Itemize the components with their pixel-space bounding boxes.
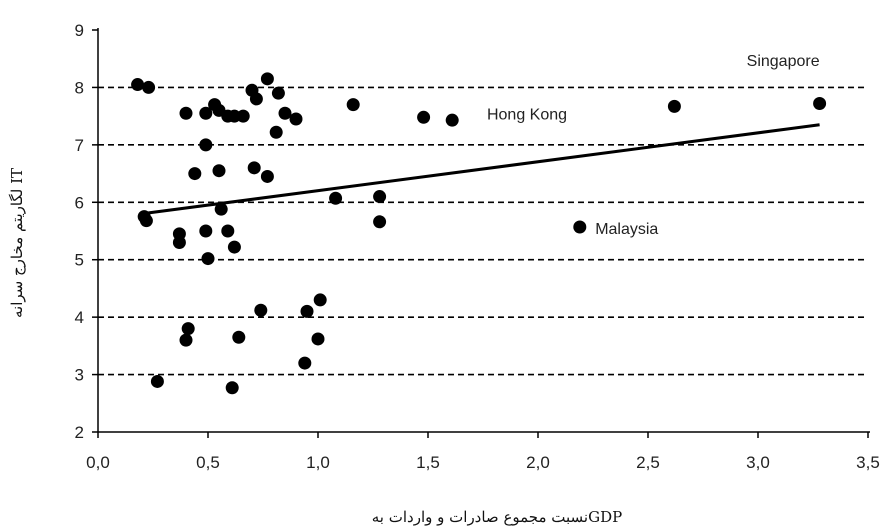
x-tick-label: 0,5 <box>196 453 220 472</box>
y-tick-label: 4 <box>75 308 84 327</box>
x-tick-label: 1,0 <box>306 453 330 472</box>
data-point <box>232 330 246 344</box>
data-point <box>249 92 263 106</box>
data-point <box>260 169 274 183</box>
x-axis-title: نسبت مجموع صادرات و واردات بهGDP <box>372 508 622 526</box>
y-tick-labels: 2 3 4 5 6 7 8 9 <box>75 21 84 442</box>
grid-lines <box>98 86 868 376</box>
x-tick-label: 3,0 <box>746 453 770 472</box>
x-tick-label: 2,5 <box>636 453 660 472</box>
data-point <box>221 224 235 238</box>
data-point <box>313 293 327 307</box>
data-point <box>278 106 292 120</box>
data-point <box>199 106 213 120</box>
data-point <box>172 235 186 249</box>
data-point <box>329 191 343 205</box>
data-point <box>667 99 681 113</box>
data-point <box>188 167 202 181</box>
data-point <box>131 78 145 92</box>
data-point <box>199 138 213 152</box>
y-tick-label: 2 <box>75 423 84 442</box>
data-point <box>150 374 164 388</box>
annotation-label: Singapore <box>747 53 820 70</box>
y-tick-label: 6 <box>75 193 84 212</box>
data-point <box>212 164 226 178</box>
data-point <box>181 322 195 336</box>
x-tick-label: 2,0 <box>526 453 550 472</box>
data-point <box>225 381 239 395</box>
data-point <box>298 356 312 370</box>
data-point <box>813 97 827 111</box>
x-tick-label: 3,5 <box>856 453 880 472</box>
data-point <box>417 110 431 124</box>
data-point <box>573 220 587 234</box>
data-point <box>373 190 387 204</box>
x-tick-labels: 0,0 0,5 1,0 1,5 2,0 2,5 3,0 3,5 <box>86 453 880 472</box>
y-tick-label: 5 <box>75 251 84 270</box>
y-tick-label: 8 <box>75 78 84 97</box>
data-point <box>311 332 325 346</box>
annotations: Singapore Hong Kong Malaysia <box>487 53 820 238</box>
y-axis-title: لگاریتم مخارج سرانه IT <box>8 168 26 318</box>
data-point <box>236 109 250 123</box>
data-point <box>201 252 215 266</box>
data-point <box>373 215 387 229</box>
data-point <box>179 106 193 120</box>
data-point <box>271 86 285 100</box>
data-point <box>445 113 459 127</box>
data-point <box>300 304 314 318</box>
annotation-label: Hong Kong <box>487 106 567 123</box>
data-points <box>131 72 827 395</box>
data-point <box>199 224 213 238</box>
y-tick-label: 9 <box>75 21 84 40</box>
data-point <box>179 333 193 347</box>
data-point <box>260 72 274 86</box>
y-tick-label: 3 <box>75 366 84 385</box>
data-point <box>227 240 241 254</box>
annotation-label: Malaysia <box>595 221 658 238</box>
data-point <box>139 214 153 228</box>
axis-ticks <box>92 29 869 438</box>
trend-line <box>141 123 820 216</box>
data-point <box>289 112 303 126</box>
data-point <box>142 80 156 94</box>
x-tick-label: 0,0 <box>86 453 110 472</box>
data-point <box>254 303 268 317</box>
x-tick-label: 1,5 <box>416 453 440 472</box>
data-point <box>346 98 360 112</box>
data-point <box>247 161 261 175</box>
y-tick-label: 7 <box>75 136 84 155</box>
data-point <box>269 125 283 139</box>
data-point <box>214 202 228 216</box>
